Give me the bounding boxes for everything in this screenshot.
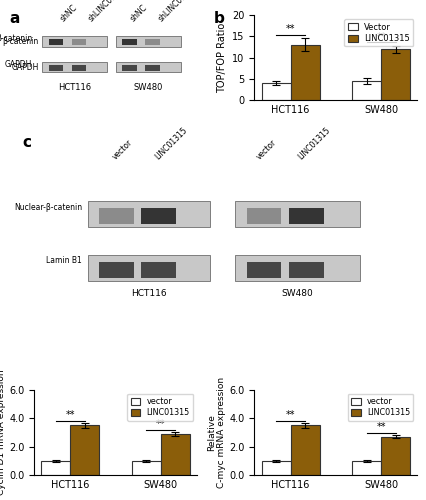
- Text: HCT116: HCT116: [58, 83, 92, 92]
- Text: **: **: [377, 32, 386, 42]
- Bar: [141, 208, 176, 224]
- Text: shLINC01315: shLINC01315: [156, 0, 199, 23]
- Bar: [235, 255, 360, 281]
- Text: **: **: [286, 24, 296, 34]
- Bar: [262, 83, 291, 100]
- Text: HCT116: HCT116: [131, 289, 167, 298]
- Text: SW480: SW480: [282, 289, 314, 298]
- Bar: [289, 208, 324, 224]
- Bar: [262, 461, 291, 475]
- Bar: [42, 36, 107, 46]
- Bar: [291, 425, 320, 475]
- Bar: [70, 425, 99, 475]
- Bar: [72, 64, 86, 71]
- Bar: [141, 262, 176, 278]
- Bar: [247, 262, 282, 278]
- Bar: [352, 81, 381, 100]
- Bar: [161, 434, 190, 475]
- Text: shNC: shNC: [129, 2, 149, 23]
- Text: shNC: shNC: [58, 2, 79, 23]
- Bar: [42, 62, 107, 72]
- Bar: [115, 36, 181, 46]
- Bar: [49, 39, 63, 46]
- Text: GAPDH: GAPDH: [12, 62, 39, 72]
- Bar: [72, 39, 86, 46]
- Text: SW480: SW480: [134, 83, 163, 92]
- Text: **: **: [377, 422, 386, 432]
- Bar: [99, 262, 134, 278]
- Bar: [289, 262, 324, 278]
- Text: **: **: [286, 410, 296, 420]
- Text: b: b: [213, 10, 225, 26]
- Bar: [381, 49, 410, 100]
- Bar: [247, 208, 282, 224]
- Text: a: a: [10, 10, 20, 26]
- Bar: [352, 461, 381, 475]
- Bar: [115, 62, 181, 72]
- Bar: [88, 201, 210, 227]
- Legend: Vector, LINC01315: Vector, LINC01315: [344, 19, 413, 46]
- Bar: [145, 39, 160, 46]
- Text: β-catenin: β-catenin: [3, 37, 39, 46]
- Bar: [235, 201, 360, 227]
- Bar: [381, 436, 410, 475]
- Text: **: **: [66, 410, 75, 420]
- Text: GAPDH: GAPDH: [5, 60, 32, 69]
- Bar: [145, 64, 160, 71]
- Text: LINC01315: LINC01315: [296, 126, 333, 162]
- Text: shLINC01315: shLINC01315: [86, 0, 128, 23]
- Text: LINC01315: LINC01315: [153, 126, 189, 162]
- Text: Nuclear-β-catenin: Nuclear-β-catenin: [14, 202, 82, 211]
- Legend: vector, LINC01315: vector, LINC01315: [348, 394, 414, 420]
- Text: c: c: [23, 135, 32, 150]
- Y-axis label: Relative
Cyclin D1 mRNA expression: Relative Cyclin D1 mRNA expression: [0, 370, 6, 495]
- Bar: [88, 255, 210, 281]
- Y-axis label: Relative
C-myc mRNA expression: Relative C-myc mRNA expression: [207, 377, 227, 488]
- Text: β-catenin: β-catenin: [0, 34, 32, 43]
- Legend: vector, LINC01315: vector, LINC01315: [127, 394, 193, 420]
- Text: vector: vector: [255, 138, 278, 162]
- Bar: [41, 461, 70, 475]
- Bar: [122, 64, 137, 71]
- Bar: [99, 208, 134, 224]
- Bar: [132, 461, 161, 475]
- Text: Lamin B1: Lamin B1: [46, 256, 82, 266]
- Bar: [291, 45, 320, 100]
- Text: **: **: [156, 419, 166, 429]
- Y-axis label: TOP/FOP Ratio: TOP/FOP Ratio: [217, 22, 227, 93]
- Bar: [122, 39, 137, 46]
- Bar: [49, 64, 63, 71]
- Text: vector: vector: [111, 138, 134, 162]
